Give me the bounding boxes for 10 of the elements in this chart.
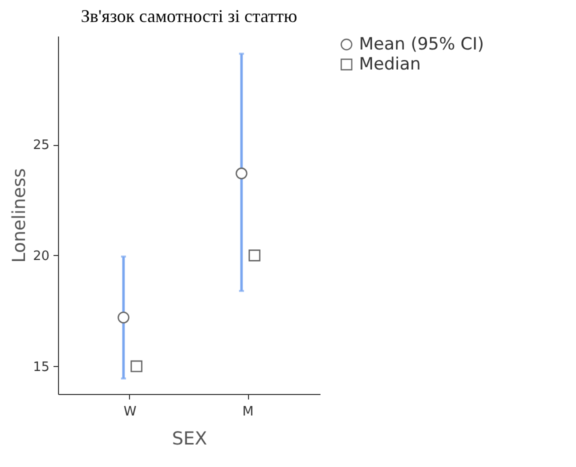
x-tick-label: W — [124, 404, 137, 420]
legend-label: Mean (95% CI) — [359, 34, 484, 54]
y-tick-label: 15 — [32, 360, 50, 375]
y-tick-label: 25 — [32, 138, 50, 154]
y-tick-label: 20 — [32, 248, 50, 264]
x-axis-title: SEX — [172, 428, 208, 450]
y-axis-title: Loneliness — [8, 168, 30, 263]
x-tick-label: M — [242, 404, 254, 420]
chart-title: Зв'язок самотності зі статтю — [80, 6, 298, 26]
legend-label: Median — [359, 54, 421, 74]
